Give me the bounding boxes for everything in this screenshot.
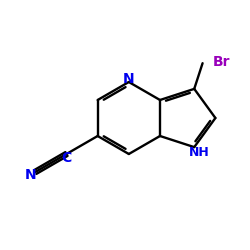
- Text: Br: Br: [212, 55, 230, 69]
- Text: NH: NH: [188, 146, 209, 160]
- Text: C: C: [61, 151, 72, 165]
- Text: N: N: [123, 72, 135, 86]
- Text: N: N: [24, 168, 36, 182]
